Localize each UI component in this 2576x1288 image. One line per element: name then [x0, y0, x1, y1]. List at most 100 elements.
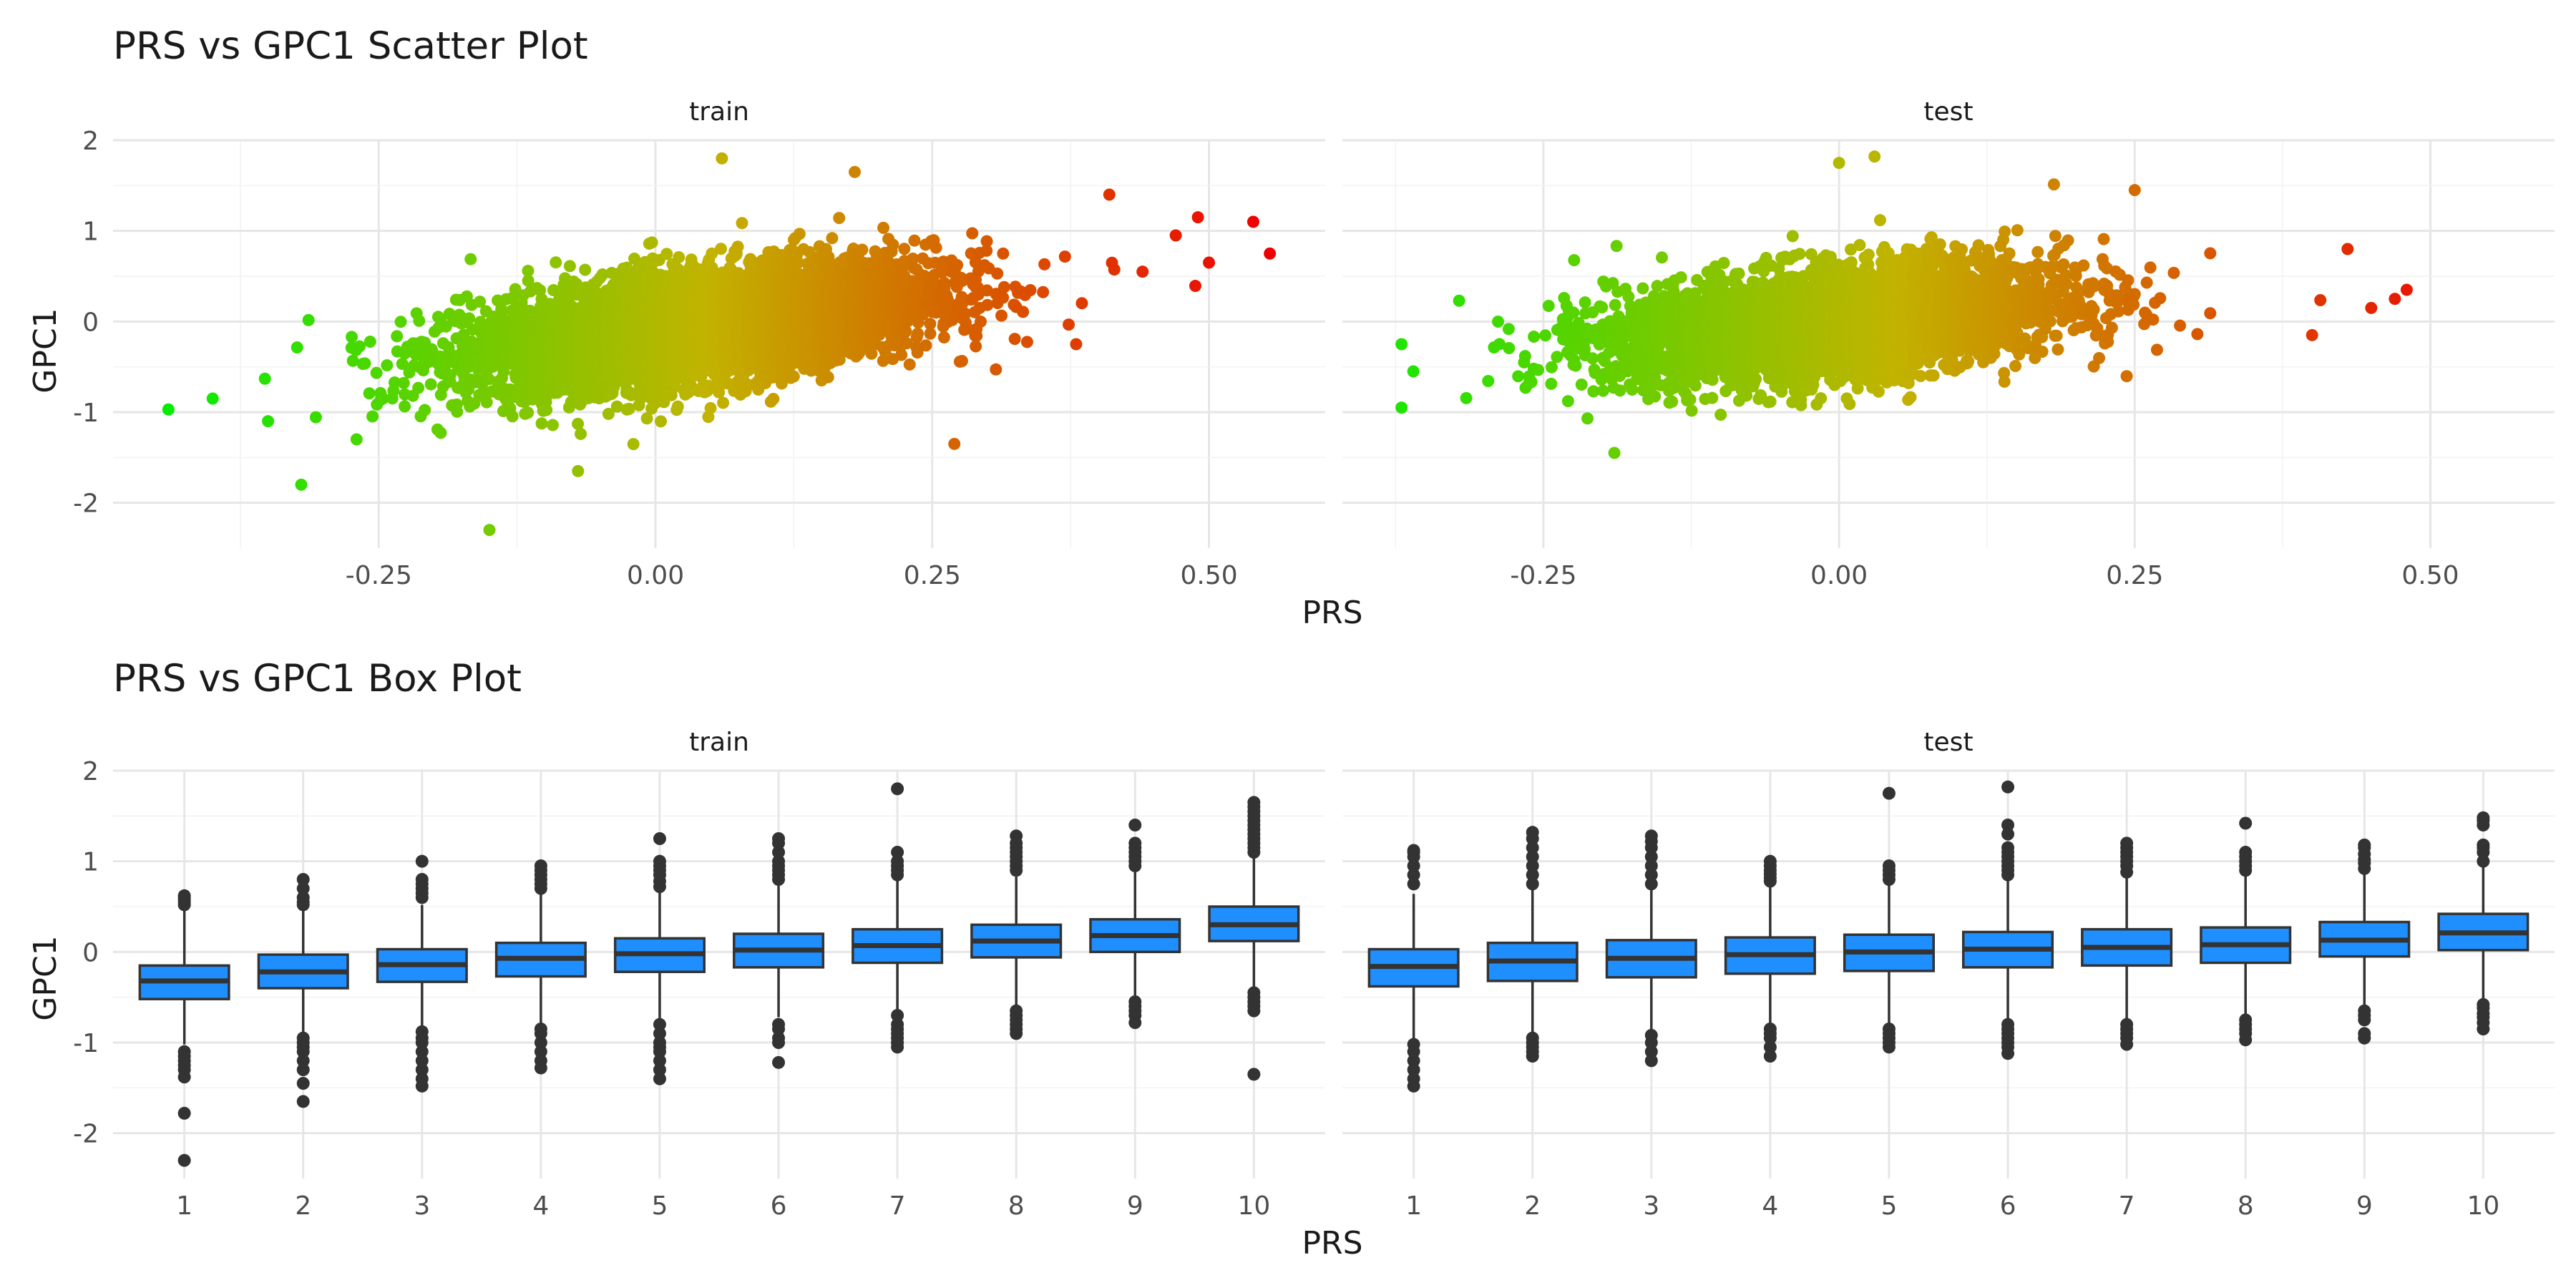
scatter-point [833, 212, 846, 225]
scatter-point [364, 336, 376, 348]
scatter-point [575, 427, 587, 440]
scatter-point [908, 234, 921, 247]
scatter-point [434, 350, 447, 363]
scatter-point [563, 260, 576, 273]
scatter-point [540, 404, 553, 416]
scatter-point [596, 268, 609, 281]
scatter-point [579, 263, 592, 276]
scatter-train-y-tick-label: 2 [82, 127, 99, 156]
scatter-point [346, 354, 359, 367]
scatter-point [826, 232, 839, 245]
scatter-point [353, 340, 366, 353]
scatter-point [412, 381, 425, 394]
scatter-point [309, 411, 322, 424]
scatter-point [787, 370, 800, 383]
scatter-point [413, 314, 426, 327]
scatter-point [767, 393, 780, 406]
scatter-point [474, 296, 487, 308]
scatter-point [572, 417, 585, 430]
scatter-point [394, 316, 407, 328]
scatter-point [903, 358, 916, 371]
scatter-point [295, 478, 308, 491]
scatter-point [391, 330, 404, 343]
scatter-point [970, 340, 982, 353]
scatter-train-x-tick-label: 0.50 [1180, 561, 1237, 590]
scatter-point [898, 243, 911, 255]
scatter-train-strip-label: train [689, 97, 749, 127]
scatter-point [363, 387, 376, 400]
scatter-point [930, 241, 942, 254]
scatter-point [912, 327, 924, 340]
scatter-train-y-tick-label: 1 [82, 218, 99, 247]
scatter-train-y-tick-label: -1 [73, 399, 99, 428]
scatter-point [291, 341, 303, 354]
scatter-point [495, 303, 508, 316]
scatter-train-x-tick-label: 0.25 [904, 561, 961, 590]
scatter-point [451, 405, 464, 418]
scatter-point [856, 243, 869, 256]
scatter-point [704, 401, 717, 414]
scatter-point [970, 329, 983, 342]
scatter-point [660, 248, 673, 260]
scatter-point [877, 221, 890, 234]
scatter-point [673, 251, 686, 264]
scatter-point [522, 274, 535, 287]
scatter-point [736, 217, 748, 230]
scatter-point [258, 372, 271, 385]
scatter-point [899, 325, 912, 338]
scatter-point [419, 404, 431, 416]
scatter-point [366, 410, 379, 423]
scatter-point [731, 240, 744, 253]
scatter-point [434, 426, 447, 439]
scatter-point [715, 243, 728, 255]
scatter-point [370, 366, 383, 379]
scatter-point [966, 227, 979, 240]
scatter-point [671, 400, 684, 413]
scatter-point [623, 402, 635, 415]
scatter-point [522, 406, 535, 419]
scatter-point [463, 312, 476, 325]
scatter-train-points [162, 152, 1277, 537]
scatter-point [887, 238, 899, 251]
scatter-point [397, 376, 410, 389]
scatter-point [546, 419, 559, 431]
scatter-point [464, 253, 477, 265]
scatter-point [535, 417, 548, 430]
scatter-point [483, 524, 496, 537]
scatter-point [924, 327, 937, 340]
scatter-point [396, 357, 409, 370]
scatter-train-y-tick-label: -2 [73, 489, 99, 519]
scatter-train-y-tick-label: 0 [82, 308, 99, 337]
scatter-point [821, 371, 834, 384]
scatter-point [381, 359, 394, 372]
scatter-point [655, 415, 668, 428]
scatter-point [506, 410, 519, 423]
scatter-point [162, 403, 175, 416]
scatter-point [937, 331, 950, 344]
scatter-point [474, 316, 487, 328]
scatter-point [919, 339, 932, 352]
scatter-point [262, 415, 275, 428]
scatter-point [610, 400, 623, 413]
scatter-point [951, 259, 964, 272]
scatter-point [716, 152, 728, 165]
scatter-point [895, 348, 908, 361]
scatter-point [424, 378, 437, 391]
scatter-train-x-tick-label: -0.25 [346, 561, 412, 590]
scatter-point [522, 265, 535, 278]
scatter-point [849, 165, 862, 178]
scatter-point [444, 369, 457, 381]
scatter-point [717, 396, 730, 409]
scatter-point [955, 355, 968, 368]
scatter-point [376, 392, 389, 405]
scatter-point [480, 396, 493, 409]
scatter-point [206, 392, 219, 405]
scatter-point [602, 407, 615, 420]
scatter-point [302, 313, 315, 326]
scatter-point [627, 438, 640, 451]
scatter-point [948, 437, 961, 450]
scatter-point [497, 365, 510, 378]
